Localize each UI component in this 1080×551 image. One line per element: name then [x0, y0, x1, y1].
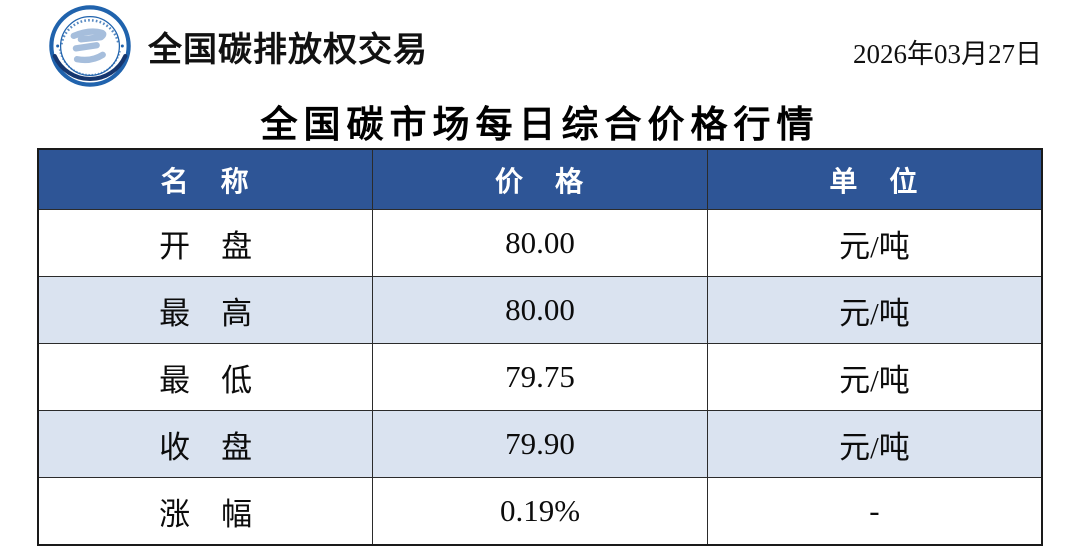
- col-header-name: 名 称: [37, 148, 374, 210]
- price-table-wrap: 名 称 价 格 单 位 开 盘 80.00 元/吨 最 高 80.00 元/吨 …: [37, 148, 1043, 546]
- open-unit: 元/吨: [706, 209, 1043, 277]
- open-label: 开 盘: [37, 209, 374, 277]
- table-row-open: 开 盘 80.00 元/吨: [37, 209, 1043, 277]
- low-price: 79.75: [372, 343, 708, 411]
- close-price: 79.90: [372, 410, 708, 478]
- carbon-exchange-logo-icon: [48, 4, 132, 88]
- table-row-low: 最 低 79.75 元/吨: [37, 343, 1043, 411]
- page-title: 全国碳市场每日综合价格行情: [260, 105, 820, 146]
- low-label: 最 低: [37, 343, 374, 411]
- close-unit: 元/吨: [706, 410, 1043, 478]
- col-header-unit: 单 位: [706, 148, 1043, 210]
- report-date: 2026年03月27日: [853, 38, 1042, 69]
- top-bar: 全国碳排放权交易 2026年03月27日: [0, 0, 1080, 88]
- high-price: 80.00: [372, 276, 708, 344]
- table-row-high: 最 高 80.00 元/吨: [37, 276, 1043, 344]
- change-label: 涨 幅: [37, 477, 374, 546]
- table-row-close: 收 盘 79.90 元/吨: [37, 410, 1043, 478]
- open-price: 80.00: [372, 209, 708, 277]
- high-unit: 元/吨: [706, 276, 1043, 344]
- low-unit: 元/吨: [706, 343, 1043, 411]
- change-unit: -: [706, 477, 1043, 546]
- brand-title: 全国碳排放权交易: [148, 31, 428, 69]
- change-price: 0.19%: [372, 477, 708, 546]
- col-header-price: 价 格: [372, 148, 708, 210]
- table-header-row: 名 称 价 格 单 位: [37, 148, 1043, 210]
- table-row-change: 涨 幅 0.19% -: [37, 477, 1043, 546]
- close-label: 收 盘: [37, 410, 374, 478]
- price-table: 名 称 价 格 单 位 开 盘 80.00 元/吨 最 高 80.00 元/吨 …: [37, 148, 1043, 546]
- high-label: 最 高: [37, 276, 374, 344]
